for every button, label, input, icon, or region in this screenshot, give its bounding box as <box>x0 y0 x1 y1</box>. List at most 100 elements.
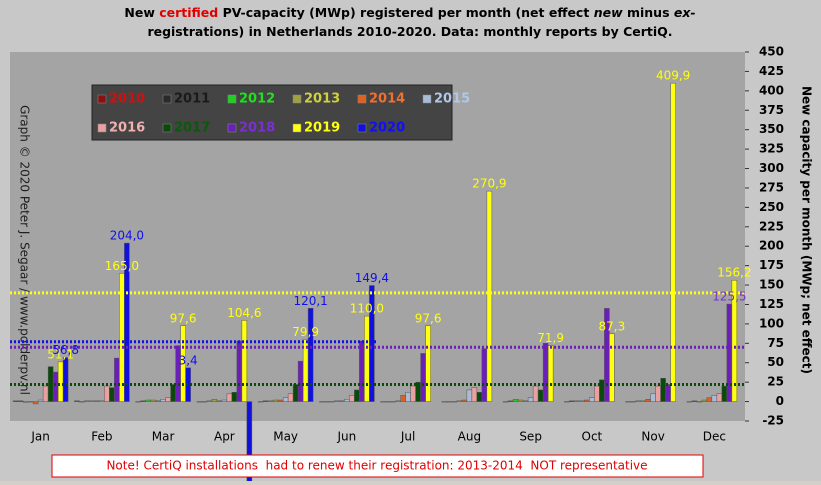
bar <box>74 400 80 402</box>
bar <box>640 400 646 402</box>
bar <box>307 308 314 402</box>
y-tick-label: 125 <box>759 297 784 311</box>
y-axis-title: New capacity per month (MWp; net effect) <box>800 86 814 374</box>
x-tick-label: Feb <box>91 430 112 444</box>
bar <box>99 400 105 402</box>
bar <box>297 360 304 402</box>
bar <box>364 315 370 402</box>
bar <box>369 285 375 402</box>
bar <box>630 401 636 403</box>
bar <box>231 392 238 402</box>
bar <box>481 348 488 402</box>
legend-label: 2011 <box>174 92 210 107</box>
y-tick-label: 450 <box>759 45 784 59</box>
bar <box>236 340 243 402</box>
note-box <box>51 454 704 478</box>
x-tick-label: Jan <box>30 430 50 444</box>
legend-swatch <box>227 123 237 133</box>
bar <box>302 339 309 402</box>
value-label: 165,0 <box>105 259 139 273</box>
bar <box>625 401 631 403</box>
bar <box>246 401 253 485</box>
value-label: 270,9 <box>472 177 506 191</box>
legend-swatch <box>357 123 367 133</box>
bar <box>589 397 595 402</box>
bar <box>62 357 69 402</box>
bar <box>334 400 340 402</box>
y-tick-label: -25 <box>762 414 784 428</box>
y-tick-label: 225 <box>759 219 784 233</box>
bar <box>196 401 203 403</box>
x-tick-label: May <box>273 430 298 444</box>
bar <box>410 385 416 402</box>
bar <box>584 399 590 402</box>
legend-swatch <box>162 94 172 104</box>
bar <box>329 401 335 403</box>
bar <box>84 400 90 402</box>
value-label: 97,6 <box>415 311 442 325</box>
bar <box>542 343 549 402</box>
legend-swatch <box>422 94 432 104</box>
x-tick-label: Jul <box>400 430 415 444</box>
bar <box>324 401 330 403</box>
bar <box>547 345 554 402</box>
value-label: 125,5 <box>712 290 746 304</box>
title-part: certified <box>159 5 218 20</box>
value-label: 104,6 <box>227 306 261 320</box>
bar <box>721 385 728 402</box>
bar <box>517 399 524 402</box>
bar <box>527 397 534 402</box>
bar <box>57 361 64 402</box>
bar <box>579 400 585 402</box>
y-tick-label: 25 <box>767 375 784 389</box>
bar <box>216 400 223 402</box>
bar <box>221 399 228 402</box>
bar <box>635 400 641 402</box>
bar <box>354 389 360 402</box>
bar <box>665 384 671 402</box>
bar <box>390 401 396 403</box>
average-lines <box>10 291 745 386</box>
value-label: 149,4 <box>355 271 389 285</box>
bar <box>145 399 151 402</box>
bar <box>349 395 355 402</box>
title-part: minus <box>623 5 674 20</box>
bar <box>532 385 539 402</box>
value-label: 51,1 <box>47 347 74 361</box>
value-label: 97,6 <box>170 311 197 325</box>
y-tick-label: 375 <box>759 103 784 117</box>
bar <box>277 399 284 402</box>
legend-swatch <box>292 123 302 133</box>
legend-label: 2014 <box>369 92 405 107</box>
bar <box>114 357 120 402</box>
bar <box>655 385 661 402</box>
legend-swatch <box>292 94 302 104</box>
bar <box>507 400 514 402</box>
bar <box>22 401 29 403</box>
bar <box>124 242 130 402</box>
bar <box>27 401 34 403</box>
bar <box>109 387 115 402</box>
bar <box>645 398 651 402</box>
bar <box>344 398 350 402</box>
bar <box>287 393 294 402</box>
note: Note! CertiQ installations had to renew … <box>106 459 647 473</box>
y-tick-label: 175 <box>759 258 784 272</box>
bar <box>79 401 85 403</box>
bar <box>206 400 213 402</box>
value-label: 120,1 <box>293 294 327 308</box>
bar <box>180 325 186 402</box>
bar <box>165 397 171 402</box>
bar <box>701 399 708 402</box>
bar <box>211 398 218 402</box>
bar <box>574 400 580 402</box>
bar <box>471 387 478 402</box>
bar <box>201 401 208 403</box>
y-tick-label: 150 <box>759 278 784 292</box>
y-tick-label: 100 <box>759 316 784 330</box>
legend: 2010 2011 2012 2013 2014 2015 2016 2017 2018 2019… <box>97 92 470 136</box>
title-line: registrations) in Netherlands 2010-2020.… <box>147 24 672 39</box>
y-tick-label: 250 <box>759 200 784 214</box>
value-label: 204,0 <box>110 229 144 243</box>
